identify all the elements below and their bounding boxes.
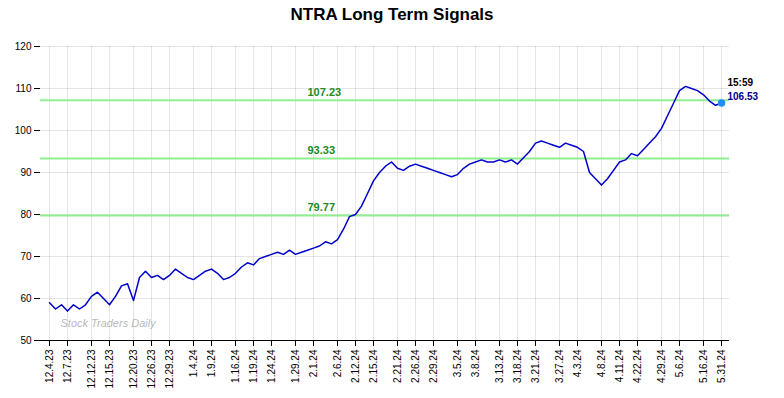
svg-text:3.5.24: 3.5.24 <box>452 349 463 377</box>
svg-text:3.13.24: 3.13.24 <box>494 349 505 383</box>
svg-text:3.8.24: 3.8.24 <box>470 349 481 377</box>
svg-text:2.29.24: 2.29.24 <box>428 349 439 383</box>
svg-text:50: 50 <box>20 335 32 346</box>
svg-text:4.11.24: 4.11.24 <box>614 349 625 382</box>
html-text:NTRA Long Term Signals: NTRA Long Term Signals <box>290 5 494 24</box>
svg-text:1.29.24: 1.29.24 <box>290 349 301 383</box>
svg-text:2.21.24: 2.21.24 <box>392 349 403 383</box>
svg-text:2.15.24: 2.15.24 <box>368 349 379 383</box>
svg-text:1.19.24: 1.19.24 <box>248 349 259 383</box>
svg-text:100: 100 <box>15 125 32 136</box>
svg-text:12.20.23: 12.20.23 <box>128 349 139 388</box>
svg-text:Stock Traders Daily: Stock Traders Daily <box>61 317 158 329</box>
svg-text:70: 70 <box>20 251 32 262</box>
svg-text:2.6.24: 2.6.24 <box>332 349 343 377</box>
svg-text:15:59: 15:59 <box>728 77 754 88</box>
svg-text:80: 80 <box>20 209 32 220</box>
svg-text:12.29.23: 12.29.23 <box>164 349 175 388</box>
svg-text:12.7.23: 12.7.23 <box>62 349 73 383</box>
svg-text:3.21.24: 3.21.24 <box>530 349 541 383</box>
svg-text:2.1.24: 2.1.24 <box>308 349 319 377</box>
svg-text:12.4.23: 12.4.23 <box>44 349 55 383</box>
svg-text:2.12.24: 2.12.24 <box>350 349 361 383</box>
svg-text:12.26.23: 12.26.23 <box>146 349 157 388</box>
svg-text:60: 60 <box>20 293 32 304</box>
svg-text:2.26.24: 2.26.24 <box>410 349 421 383</box>
svg-text:5.31.24: 5.31.24 <box>716 349 727 383</box>
svg-text:1.9.24: 1.9.24 <box>206 349 217 377</box>
svg-text:5.6.24: 5.6.24 <box>674 349 685 377</box>
svg-text:1.4.24: 1.4.24 <box>188 349 199 377</box>
svg-text:1.24.24: 1.24.24 <box>266 349 277 383</box>
svg-text:120: 120 <box>15 41 32 52</box>
svg-text:93.33: 93.33 <box>308 144 336 156</box>
svg-text:4.29.24: 4.29.24 <box>656 349 667 383</box>
svg-text:3.27.24: 3.27.24 <box>554 349 565 383</box>
svg-text:12.15.23: 12.15.23 <box>104 349 115 388</box>
svg-text:3.18.24: 3.18.24 <box>512 349 523 383</box>
svg-text:12.12.23: 12.12.23 <box>86 349 97 388</box>
svg-text:5.16.24: 5.16.24 <box>698 349 709 383</box>
svg-text:110: 110 <box>16 83 32 94</box>
svg-text:4.3.24: 4.3.24 <box>572 349 583 377</box>
svg-text:1.16.24: 1.16.24 <box>230 349 241 383</box>
svg-text:4.8.24: 4.8.24 <box>596 349 607 377</box>
svg-text:107.23: 107.23 <box>308 86 342 98</box>
svg-text:90: 90 <box>20 167 32 178</box>
svg-text:79.77: 79.77 <box>308 201 336 213</box>
svg-text:4.22.24: 4.22.24 <box>632 349 643 383</box>
svg-text:106.53: 106.53 <box>728 91 759 102</box>
